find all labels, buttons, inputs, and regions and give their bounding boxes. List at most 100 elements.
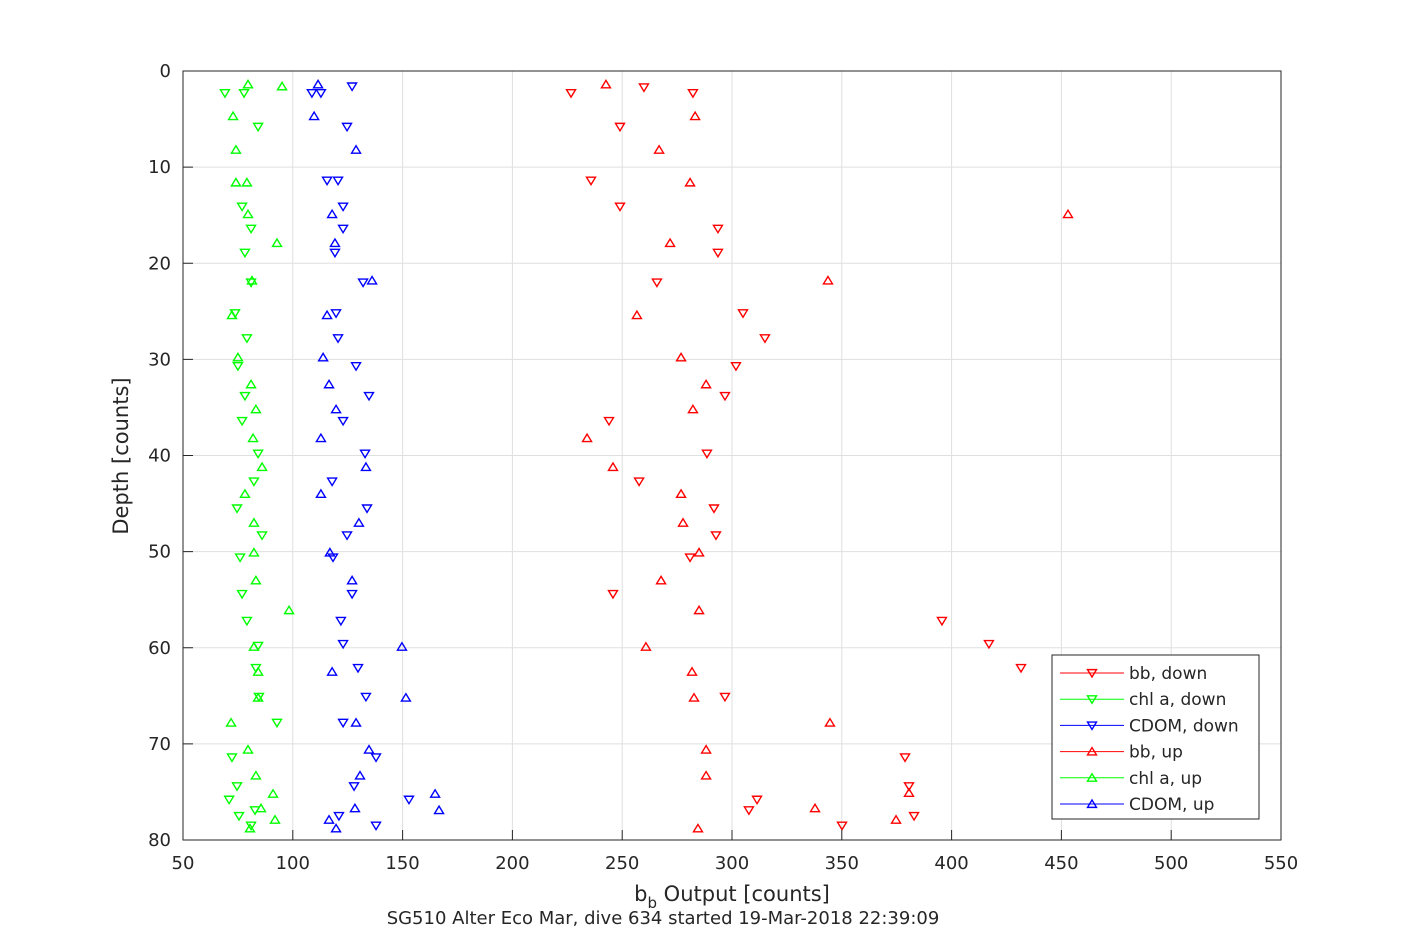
point-chl-a-up xyxy=(252,692,264,702)
point-chl-a-down xyxy=(248,477,260,487)
point-bb-up xyxy=(684,177,696,187)
point-bb-down xyxy=(1015,663,1027,674)
point-bb-up xyxy=(631,309,643,320)
legend-label-bb-down: bb, down xyxy=(1129,664,1207,684)
legend-marker-bb-down xyxy=(1086,668,1098,679)
point-cdom-down xyxy=(337,224,349,235)
point-chl-a-down xyxy=(241,616,253,627)
point-cdom-down xyxy=(341,122,353,133)
point-bb-down xyxy=(614,122,626,133)
x-tick-label: 550 xyxy=(1264,853,1298,874)
point-bb-down xyxy=(687,89,699,99)
point-bb-down xyxy=(903,782,915,792)
point-cdom-up xyxy=(346,575,358,585)
point-bb-down xyxy=(684,553,696,563)
point-chl-a-down xyxy=(245,224,257,235)
x-label-sub: b xyxy=(647,894,657,912)
x-tick-label: 350 xyxy=(825,853,859,874)
point-bb-down xyxy=(719,391,731,402)
point-chl-a-up xyxy=(239,488,251,499)
point-bb-up xyxy=(675,488,687,499)
point-chl-a-up xyxy=(242,744,254,754)
point-bb-up xyxy=(677,517,689,527)
point-chl-a-down xyxy=(219,89,231,99)
x-tick-label: 300 xyxy=(715,853,749,874)
point-chl-a-up xyxy=(242,79,254,89)
y-tick-label: 20 xyxy=(148,253,171,274)
point-chl-a-up xyxy=(242,208,254,219)
legend-marker-cdom-up xyxy=(1086,798,1098,809)
point-bb-down xyxy=(708,504,720,514)
point-chl-a-down xyxy=(252,122,264,133)
point-bb-up xyxy=(675,352,687,362)
point-cdom-down xyxy=(337,718,349,729)
point-bb-up xyxy=(607,461,619,472)
point-chl-a-up xyxy=(250,770,262,780)
point-bb-up xyxy=(693,547,705,557)
point-cdom-down xyxy=(315,89,327,99)
point-chl-a-up xyxy=(271,237,283,248)
legend-box xyxy=(1051,654,1260,820)
point-bb-up xyxy=(700,770,712,780)
point-cdom-down xyxy=(346,589,358,600)
point-chl-a-up xyxy=(248,641,260,651)
point-bb-up xyxy=(686,666,698,676)
point-cdom-up xyxy=(366,275,378,285)
point-cdom-down xyxy=(337,639,349,650)
legend-marker-chl-a-up xyxy=(1086,772,1098,782)
point-cdom-up xyxy=(349,802,361,813)
legend-marker-bb-up xyxy=(1086,746,1098,756)
point-cdom-up xyxy=(324,547,336,557)
point-bb-down xyxy=(603,416,615,427)
point-chl-a-down xyxy=(226,753,238,763)
point-cdom-up xyxy=(317,352,329,362)
point-cdom-down xyxy=(337,202,349,212)
point-cdom-down xyxy=(330,309,342,319)
point-cdom-up xyxy=(326,208,338,219)
y-tick-label: 50 xyxy=(148,542,171,563)
point-chl-a-down xyxy=(239,391,251,402)
point-cdom-up xyxy=(354,770,366,780)
point-bb-up xyxy=(581,432,593,443)
legend-label-bb-up: bb, up xyxy=(1129,743,1183,763)
point-chl-a-up xyxy=(226,309,238,320)
point-cdom-down xyxy=(332,176,344,186)
point-chl-a-down xyxy=(233,811,245,822)
point-bb-down xyxy=(743,806,755,816)
point-cdom-up xyxy=(315,488,327,499)
point-cdom-down xyxy=(326,477,338,487)
point-bb-down xyxy=(565,89,577,99)
point-bb-up xyxy=(1062,208,1074,219)
point-bb-down xyxy=(633,477,645,487)
point-chl-a-down xyxy=(234,553,246,563)
point-chl-a-up xyxy=(247,432,259,443)
point-cdom-down xyxy=(332,334,344,344)
point-cdom-up xyxy=(323,814,335,824)
point-bb-down xyxy=(719,692,731,703)
point-bb-down xyxy=(983,639,995,650)
chart-title: SG510 Alter Eco Mar, dive 634 started 19… xyxy=(387,908,940,929)
point-bb-down xyxy=(730,362,742,372)
x-tick-label: 100 xyxy=(276,853,310,874)
legend-label-chl-a-down: chl a, down xyxy=(1129,690,1226,710)
x-label-main: b xyxy=(634,882,647,906)
point-chl-a-up xyxy=(256,461,268,472)
point-bb-up xyxy=(693,604,705,615)
point-chl-a-up xyxy=(267,788,279,798)
point-chl-a-up xyxy=(252,666,264,676)
point-chl-a-down xyxy=(236,202,248,212)
legend-marker-cdom-down xyxy=(1086,721,1098,731)
legend: bb, down chl a, down CDOM, down bb, up chl a… xyxy=(1051,654,1260,820)
point-chl-a-up xyxy=(241,177,253,187)
point-bb-up xyxy=(824,717,836,727)
point-bb-up xyxy=(640,641,652,651)
legend-label-cdom-down: CDOM, down xyxy=(1129,716,1239,736)
point-chl-a-down xyxy=(252,449,264,459)
point-bb-down xyxy=(751,795,763,806)
point-bb-down xyxy=(585,176,597,186)
point-bb-down xyxy=(737,309,749,319)
point-cdom-up xyxy=(321,309,333,320)
point-bb-down xyxy=(936,616,948,627)
point-cdom-up xyxy=(350,144,362,154)
